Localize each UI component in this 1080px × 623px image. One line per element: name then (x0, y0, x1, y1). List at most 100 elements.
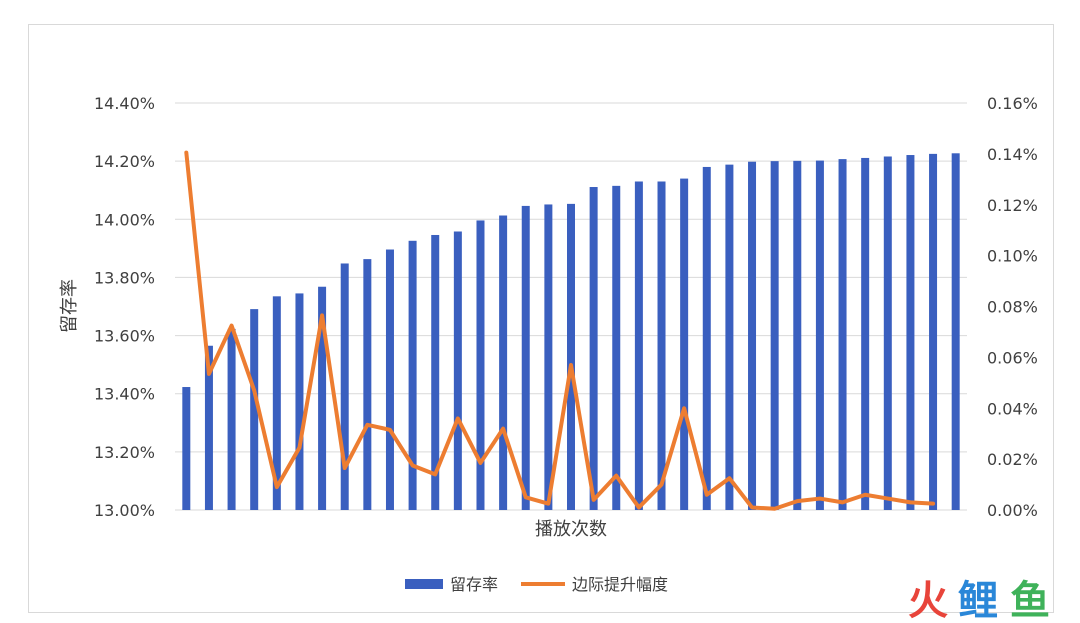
bar (861, 157, 870, 510)
bar (318, 286, 327, 510)
line-point (819, 498, 821, 500)
bar (431, 234, 440, 510)
line-point (389, 429, 391, 431)
bar (906, 155, 915, 511)
bar (227, 328, 236, 510)
bar (363, 259, 372, 510)
bar (612, 185, 621, 510)
y-axis-title: 留存率 (59, 279, 80, 333)
bar (567, 203, 575, 510)
y-tick-label: 13.40% (94, 385, 155, 404)
line-point (932, 503, 934, 505)
bar (544, 204, 553, 510)
bar (499, 215, 508, 511)
line-point (253, 389, 255, 391)
line-point (344, 467, 346, 469)
legend-line-label: 边际提升幅度 (572, 575, 668, 594)
y2-tick-label: 0.02% (987, 450, 1038, 469)
line-point (479, 462, 481, 464)
line-point (864, 494, 866, 496)
line-point (706, 494, 708, 496)
line-point (366, 424, 368, 426)
y2-tick-label: 0.04% (987, 399, 1038, 418)
y-tick-label: 13.80% (94, 268, 155, 287)
line-point (842, 501, 844, 503)
bar (748, 161, 757, 510)
bar (340, 263, 349, 510)
bar (883, 156, 892, 510)
legend-bar-swatch (405, 579, 443, 589)
bar (295, 293, 304, 510)
gridlines (175, 102, 967, 511)
line-point (661, 484, 663, 486)
bar (725, 164, 734, 511)
y2-tick-label: 0.16% (987, 94, 1038, 113)
y-tick-label: 14.40% (94, 94, 155, 113)
watermark-char-2: 鲤 (958, 578, 998, 623)
bar (521, 205, 530, 511)
legend: 留存率 边际提升幅度 (405, 575, 668, 594)
line-point (638, 506, 640, 508)
bar (634, 181, 643, 510)
bar (793, 160, 802, 510)
y-axis-right: 0.00% 0.02% 0.04% 0.06% 0.08% 0.10% 0.12% 0.14%… (987, 94, 1038, 520)
bar (838, 159, 847, 511)
watermark-char-3: 鱼 (1010, 578, 1050, 623)
line-point (547, 503, 549, 505)
y2-tick-label: 0.14% (987, 145, 1038, 164)
y-tick-label: 13.60% (94, 327, 155, 346)
y-tick-label: 13.00% (94, 501, 155, 520)
bar (702, 166, 711, 510)
y2-tick-label: 0.12% (987, 196, 1038, 215)
line-point (208, 373, 210, 375)
series-line (184, 150, 936, 511)
line-point (502, 428, 504, 430)
line-point (298, 447, 300, 449)
bar (815, 160, 824, 510)
line-point (231, 325, 233, 327)
line-point (615, 475, 617, 477)
line-point (525, 496, 527, 498)
line-point (185, 152, 187, 154)
line-point (683, 407, 685, 409)
bar (929, 153, 938, 510)
y-tick-label: 14.20% (94, 152, 155, 171)
y2-tick-label: 0.06% (987, 348, 1038, 367)
watermark-char-1: 火 (908, 578, 948, 623)
y-tick-label: 14.00% (94, 210, 155, 229)
line-point (412, 464, 414, 466)
line-point (434, 473, 436, 475)
line-point (321, 314, 323, 316)
line-point (276, 486, 278, 488)
bar (385, 249, 394, 510)
bar (453, 231, 462, 510)
line-series (184, 150, 936, 511)
legend-bar-label: 留存率 (450, 575, 498, 594)
bar (272, 296, 281, 510)
line-point (457, 417, 459, 419)
bar (589, 187, 598, 511)
bar (408, 240, 417, 510)
y-axis-left: 13.00% 13.20% 13.40% 13.60% 13.80% 14.00% 14.2… (94, 94, 155, 520)
line-point (570, 364, 572, 366)
line-point (774, 508, 776, 510)
bar (770, 161, 779, 510)
y-tick-label: 13.20% (94, 443, 155, 462)
bar (182, 387, 191, 510)
bar (657, 181, 666, 510)
y2-tick-label: 0.08% (987, 298, 1038, 317)
line-point (593, 499, 595, 501)
bar-series (182, 153, 960, 511)
line-point (751, 506, 753, 508)
bar (204, 345, 213, 510)
line-point (887, 498, 889, 500)
bar (680, 178, 689, 511)
chart-frame (28, 24, 1054, 613)
watermark: 火 鲤 鱼 (908, 578, 1050, 623)
y2-tick-label: 0.00% (987, 501, 1038, 520)
line-point (728, 477, 730, 479)
bar (951, 153, 960, 510)
x-axis-title: 播放次数 (535, 519, 607, 540)
